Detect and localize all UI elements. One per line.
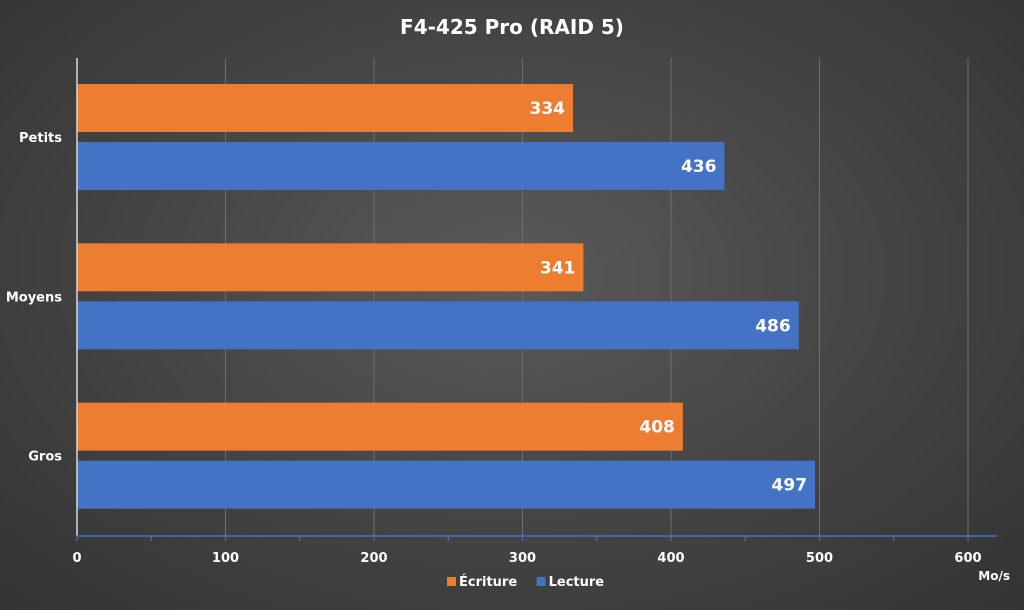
data-label-écriture-petits: 334 — [529, 99, 565, 119]
data-label-écriture-moyens: 341 — [540, 258, 576, 278]
legend-swatch-écriture — [447, 577, 456, 586]
data-label-lecture-moyens: 486 — [755, 316, 791, 336]
x-tick-label-500: 500 — [806, 551, 833, 566]
data-label-écriture-gros: 408 — [639, 418, 675, 438]
bar-écriture-moyens — [77, 243, 584, 292]
x-tick-label-0: 0 — [72, 551, 81, 566]
x-axis-unit: Mo/s — [978, 569, 1010, 583]
category-label-gros: Gros — [28, 450, 62, 465]
x-tick-label-300: 300 — [509, 551, 536, 566]
category-label-moyens: Moyens — [6, 290, 62, 305]
x-tick-label-100: 100 — [212, 551, 239, 566]
data-label-lecture-petits: 436 — [681, 157, 717, 177]
category-label-petits: Petits — [19, 131, 62, 146]
bar-lecture-moyens — [77, 301, 799, 350]
x-tick-label-600: 600 — [954, 551, 981, 566]
bar-écriture-petits — [77, 84, 573, 132]
legend-label-lecture: Lecture — [549, 575, 605, 590]
bar-écriture-gros — [77, 402, 683, 451]
chart-title: F4-425 Pro (RAID 5) — [400, 15, 624, 39]
bar-lecture-petits — [77, 142, 725, 190]
legend-label-écriture: Écriture — [459, 574, 517, 590]
bar-lecture-gros — [77, 460, 816, 509]
x-tick-label-400: 400 — [657, 551, 684, 566]
x-tick-label-200: 200 — [360, 551, 387, 566]
data-label-lecture-gros: 497 — [772, 476, 808, 496]
legend-swatch-lecture — [536, 577, 546, 586]
